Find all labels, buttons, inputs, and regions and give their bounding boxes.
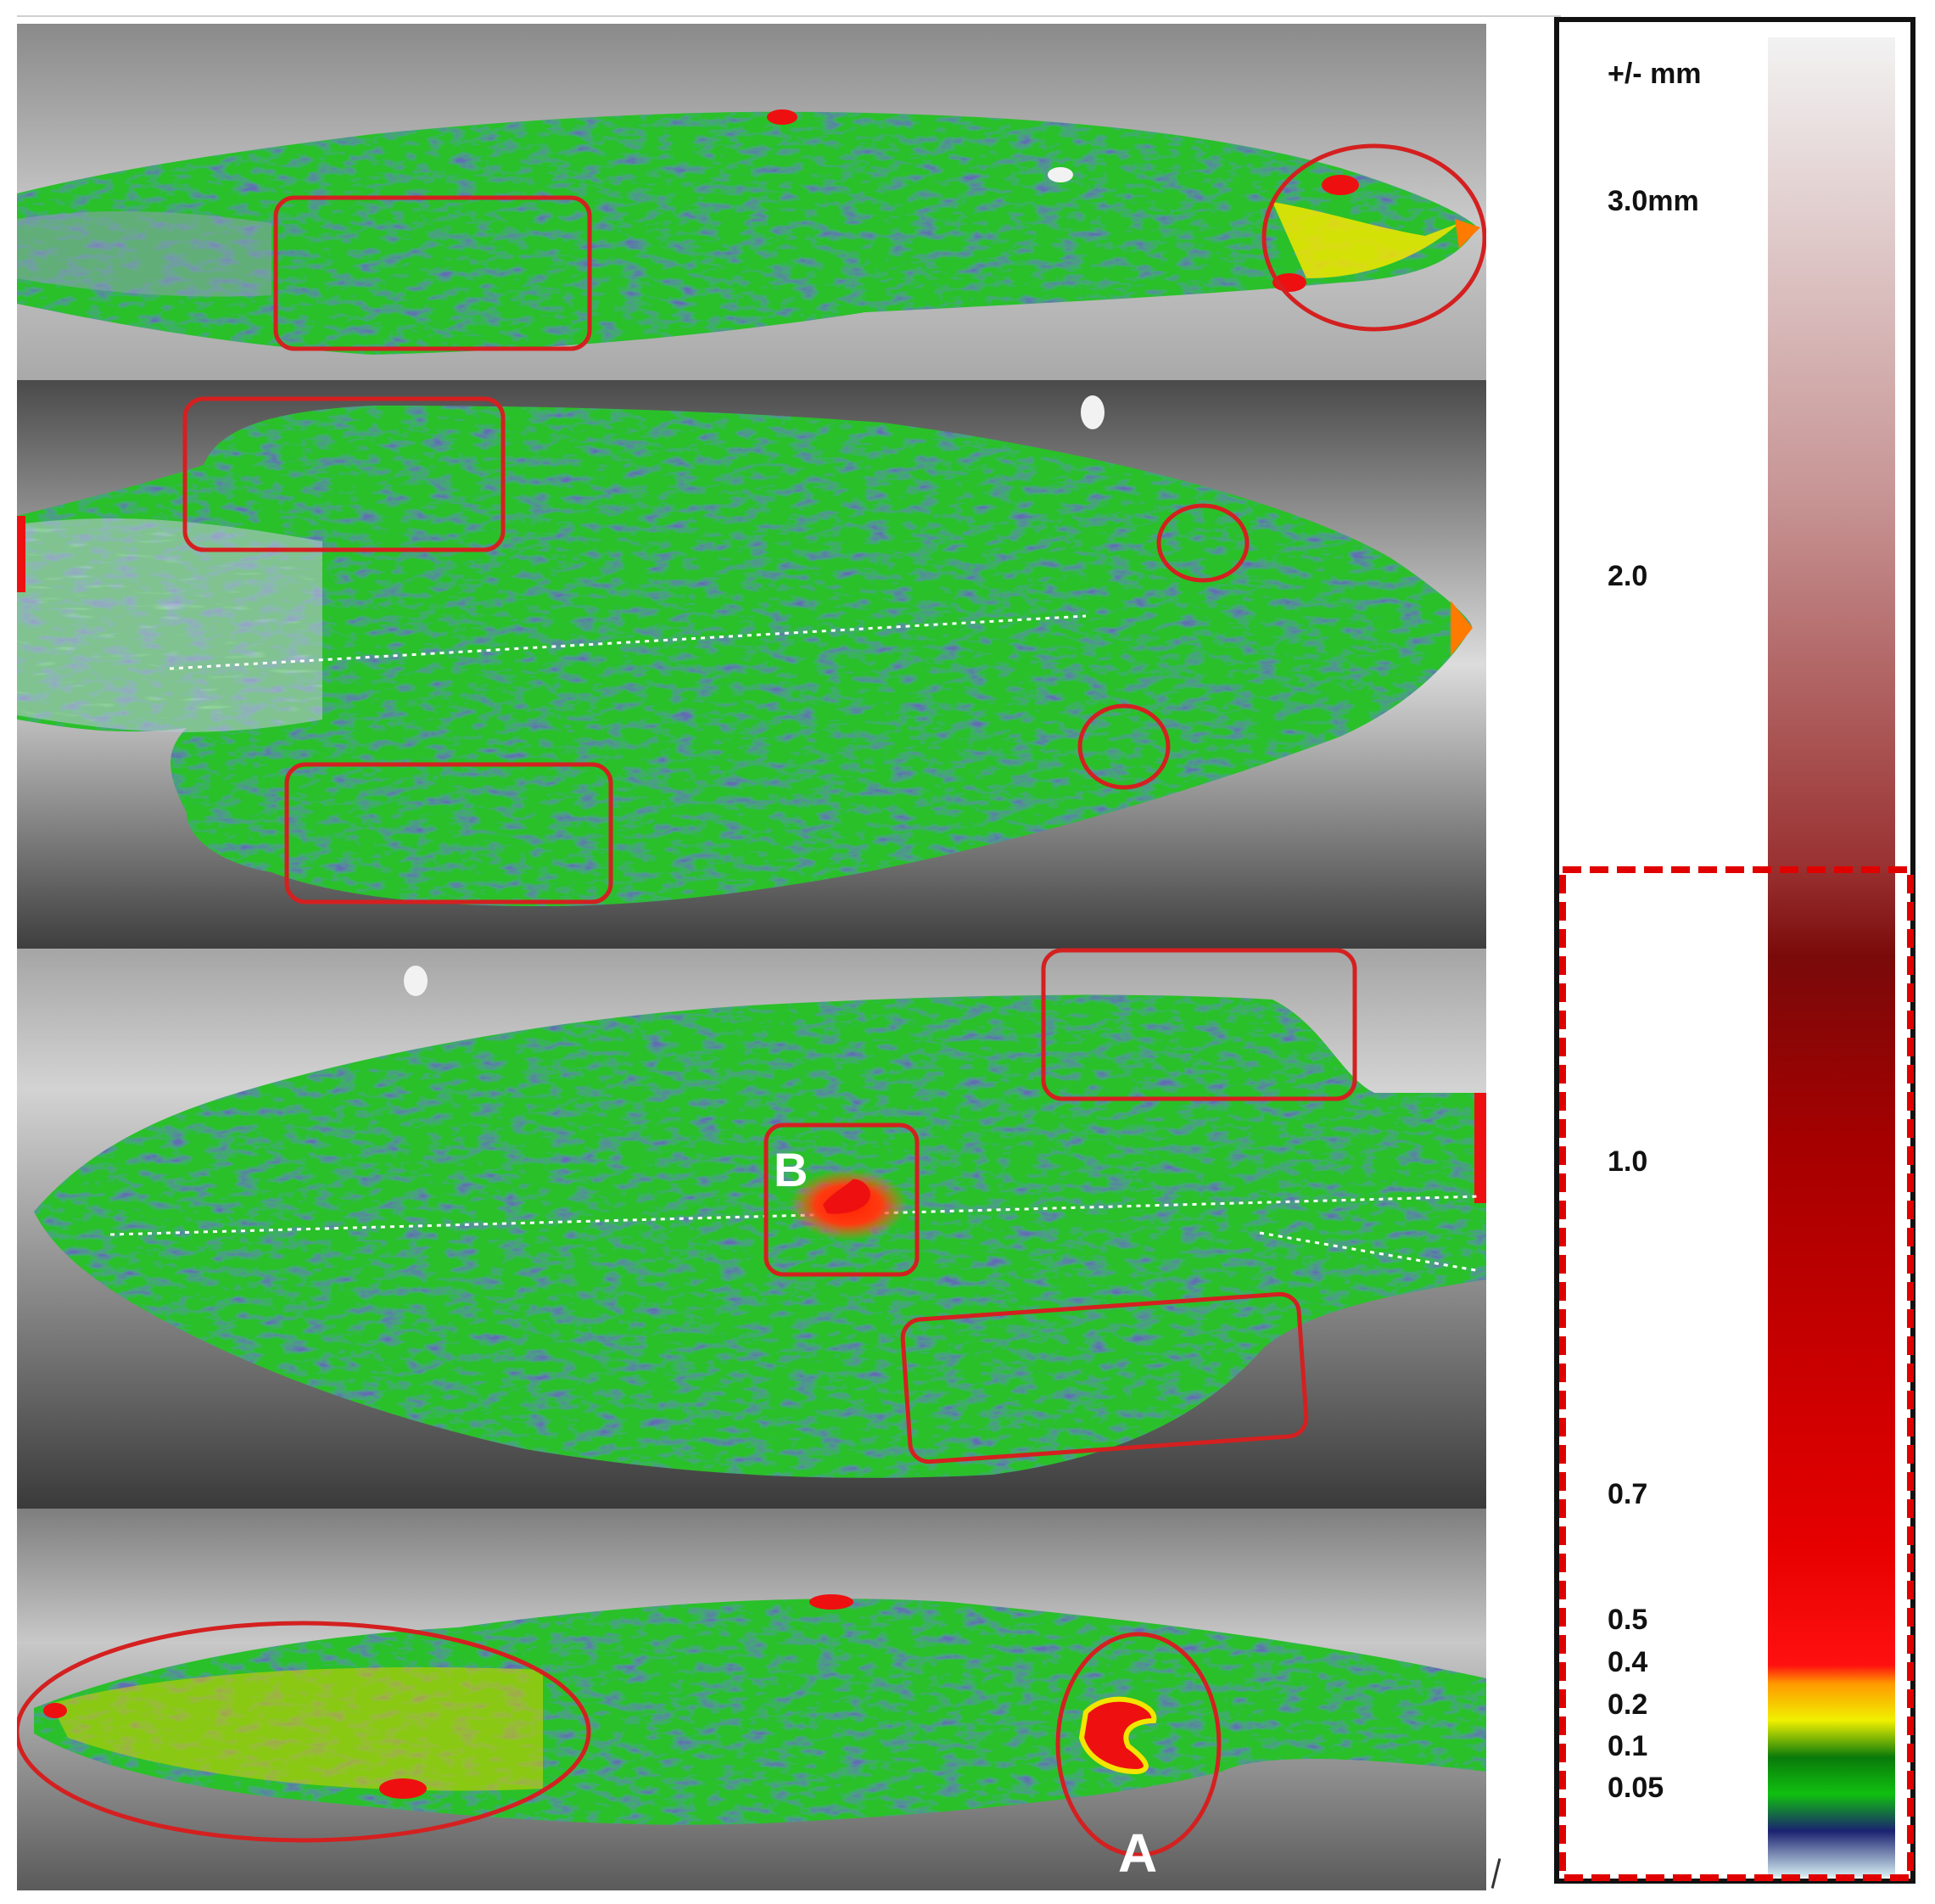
scan-view-side-bottom (17, 1509, 1486, 1890)
annotation-circle-2 (1156, 503, 1250, 583)
scale-tick-1-0: 1.0 (1608, 1145, 1648, 1178)
annotation-circle-3 (1077, 703, 1171, 790)
annotations (17, 143, 1486, 1857)
annotation-circle-4 (17, 1621, 591, 1843)
marker-a: A (1118, 1823, 1157, 1884)
scale-tick-0-4: 0.4 (1608, 1646, 1648, 1678)
scan-view-ventral (17, 949, 1486, 1509)
scale-tick-3-0: 3.0mm (1608, 185, 1699, 217)
annotation-circle-a (1055, 1632, 1222, 1857)
scale-unit-label: +/- mm (1608, 58, 1702, 90)
scale-tick-0-7: 0.7 (1608, 1478, 1648, 1510)
annotation-circle-1 (1261, 143, 1486, 332)
annotation-box-1 (273, 195, 592, 351)
scale-tick-2-0: 2.0 (1608, 560, 1648, 592)
scan-views-panel: A B (17, 24, 1486, 1890)
annotation-box-b (763, 1123, 920, 1277)
deviation-color-scale: +/- mm 3.0mm 2.0 1.0 0.7 0.5 0.4 0.2 0.1… (1554, 17, 1915, 1884)
color-scale-graphic (1554, 17, 1915, 1884)
scale-tick-0-1: 0.1 (1608, 1730, 1648, 1762)
scan-view-side-top (17, 24, 1486, 380)
annotation-box-5 (900, 1291, 1309, 1464)
scan-view-dorsal (17, 380, 1486, 949)
stray-mark (1490, 1858, 1502, 1889)
scale-bar (1768, 37, 1895, 1877)
annotation-box-3 (284, 762, 613, 904)
marker-b: B (774, 1143, 808, 1196)
scale-emphasis-box (1559, 866, 1914, 1881)
scale-tick-0-5: 0.5 (1608, 1604, 1648, 1636)
annotation-box-2 (182, 396, 506, 552)
scale-tick-0-05: 0.05 (1608, 1772, 1664, 1804)
scale-tick-0-2: 0.2 (1608, 1688, 1648, 1721)
top-rule (17, 15, 1561, 17)
annotation-box-4 (1041, 948, 1357, 1101)
